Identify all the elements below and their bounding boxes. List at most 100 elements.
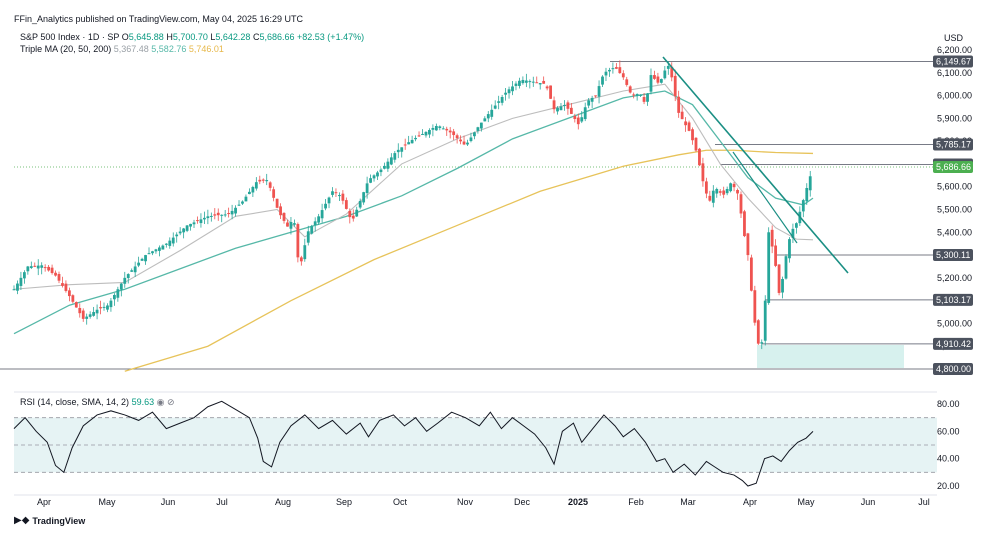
candle-body xyxy=(130,270,134,272)
candle-body xyxy=(701,163,705,182)
candle-body xyxy=(601,76,604,85)
price-tag xyxy=(933,138,973,151)
price-tag xyxy=(933,337,973,350)
candle-body xyxy=(261,179,265,181)
candle-body xyxy=(223,214,227,216)
price-tick: 5,000.00 xyxy=(937,318,972,328)
candle-body xyxy=(549,85,552,99)
price-tag xyxy=(933,249,973,262)
candle-body xyxy=(445,128,449,131)
candle-body xyxy=(639,94,642,96)
candle-body xyxy=(476,127,480,131)
candle-body xyxy=(133,266,137,273)
candle-body xyxy=(40,265,44,268)
candle-body xyxy=(400,147,404,152)
candle-body xyxy=(552,100,556,110)
candle-body xyxy=(244,196,248,202)
candle-body xyxy=(777,264,781,293)
price-tag-text: 6,149.67 xyxy=(936,56,971,66)
candle-body xyxy=(801,200,805,212)
candle-body xyxy=(19,277,23,286)
candle-body xyxy=(535,82,539,84)
candle-body xyxy=(57,274,61,281)
candle-body xyxy=(33,265,37,267)
price-tag xyxy=(933,160,973,173)
time-label: May xyxy=(98,497,116,507)
symbol-label[interactable]: S&P 500 Index · 1D · SP xyxy=(20,32,120,42)
high-label: H xyxy=(166,32,173,42)
candle-body xyxy=(628,86,632,93)
candle-body xyxy=(580,117,584,122)
candle-body xyxy=(788,239,791,259)
candle-body xyxy=(621,73,625,78)
candle-body xyxy=(646,93,649,102)
rsi-line xyxy=(13,400,814,487)
candle-body xyxy=(47,266,51,271)
candle-body xyxy=(227,213,231,215)
candle-body xyxy=(559,106,563,111)
open-value: 5,645.88 xyxy=(128,32,164,42)
price-tick: 5,400.00 xyxy=(937,227,972,237)
candle-body xyxy=(386,161,390,169)
candle-body xyxy=(473,132,476,137)
candle-body xyxy=(566,102,570,109)
candle-body xyxy=(313,221,317,226)
candle-body xyxy=(770,229,774,247)
candle-body xyxy=(718,191,722,193)
price-tick: 5,200.00 xyxy=(937,273,972,283)
candle-body xyxy=(407,142,411,145)
rsi-tick: 80.00 xyxy=(937,399,960,409)
triple-ma-label[interactable]: Triple MA (20, 50, 200) xyxy=(20,44,112,54)
candle-body xyxy=(334,192,338,194)
eye-icon[interactable]: ◉ xyxy=(156,397,165,407)
candle-body xyxy=(282,212,286,221)
candle-body xyxy=(147,253,151,255)
inner-trend-line xyxy=(732,151,798,244)
candle-body xyxy=(504,92,507,95)
candle-body xyxy=(594,95,597,97)
candle-body xyxy=(303,245,307,260)
candle-body xyxy=(171,237,175,244)
candle-body xyxy=(403,144,407,146)
candle-body xyxy=(279,206,282,216)
candle-body xyxy=(67,290,71,297)
candle-body xyxy=(493,105,497,109)
price-tag-text: 4,910.42 xyxy=(936,339,971,349)
candle-body xyxy=(248,191,251,195)
rsi-value: 59.63 xyxy=(131,397,155,407)
low-value: 5,642.28 xyxy=(215,32,251,42)
candle-body xyxy=(327,197,331,204)
candle-body xyxy=(808,176,812,191)
publisher-header: FFin_Analytics published on TradingView.… xyxy=(14,14,303,24)
candle-body xyxy=(74,302,78,308)
candle-body xyxy=(576,117,580,125)
candle-body xyxy=(490,109,494,117)
time-label: Oct xyxy=(393,497,408,507)
candle-body xyxy=(137,262,141,266)
change-value: +82.53 (+1.47%) xyxy=(297,32,365,42)
candle-body xyxy=(396,149,400,153)
candle-body xyxy=(234,207,237,214)
rsi-label[interactable]: RSI (14, close, SMA, 14, 2) xyxy=(20,397,130,407)
high-value: 5,700.70 xyxy=(172,32,208,42)
candle-body xyxy=(486,114,490,119)
candle-body xyxy=(608,69,611,72)
chart-legend: S&P 500 Index · 1D · SP O5,645.88 H5,700… xyxy=(20,31,364,55)
candle-body xyxy=(507,89,511,94)
candle-body xyxy=(414,137,417,140)
candle-body xyxy=(469,137,473,142)
candle-body xyxy=(739,194,743,214)
candle-body xyxy=(729,183,733,192)
ma20-value: 5,367.48 xyxy=(113,44,149,54)
candle-body xyxy=(324,203,327,209)
candle-body xyxy=(54,272,57,276)
candle-body xyxy=(95,309,99,314)
candle-body xyxy=(192,222,196,225)
price-tag xyxy=(933,293,973,306)
candle-body xyxy=(711,190,715,203)
candle-body xyxy=(182,228,186,233)
candle-body xyxy=(106,305,109,310)
disable-icon[interactable]: ⊘ xyxy=(166,397,175,407)
candle-body xyxy=(614,67,618,69)
